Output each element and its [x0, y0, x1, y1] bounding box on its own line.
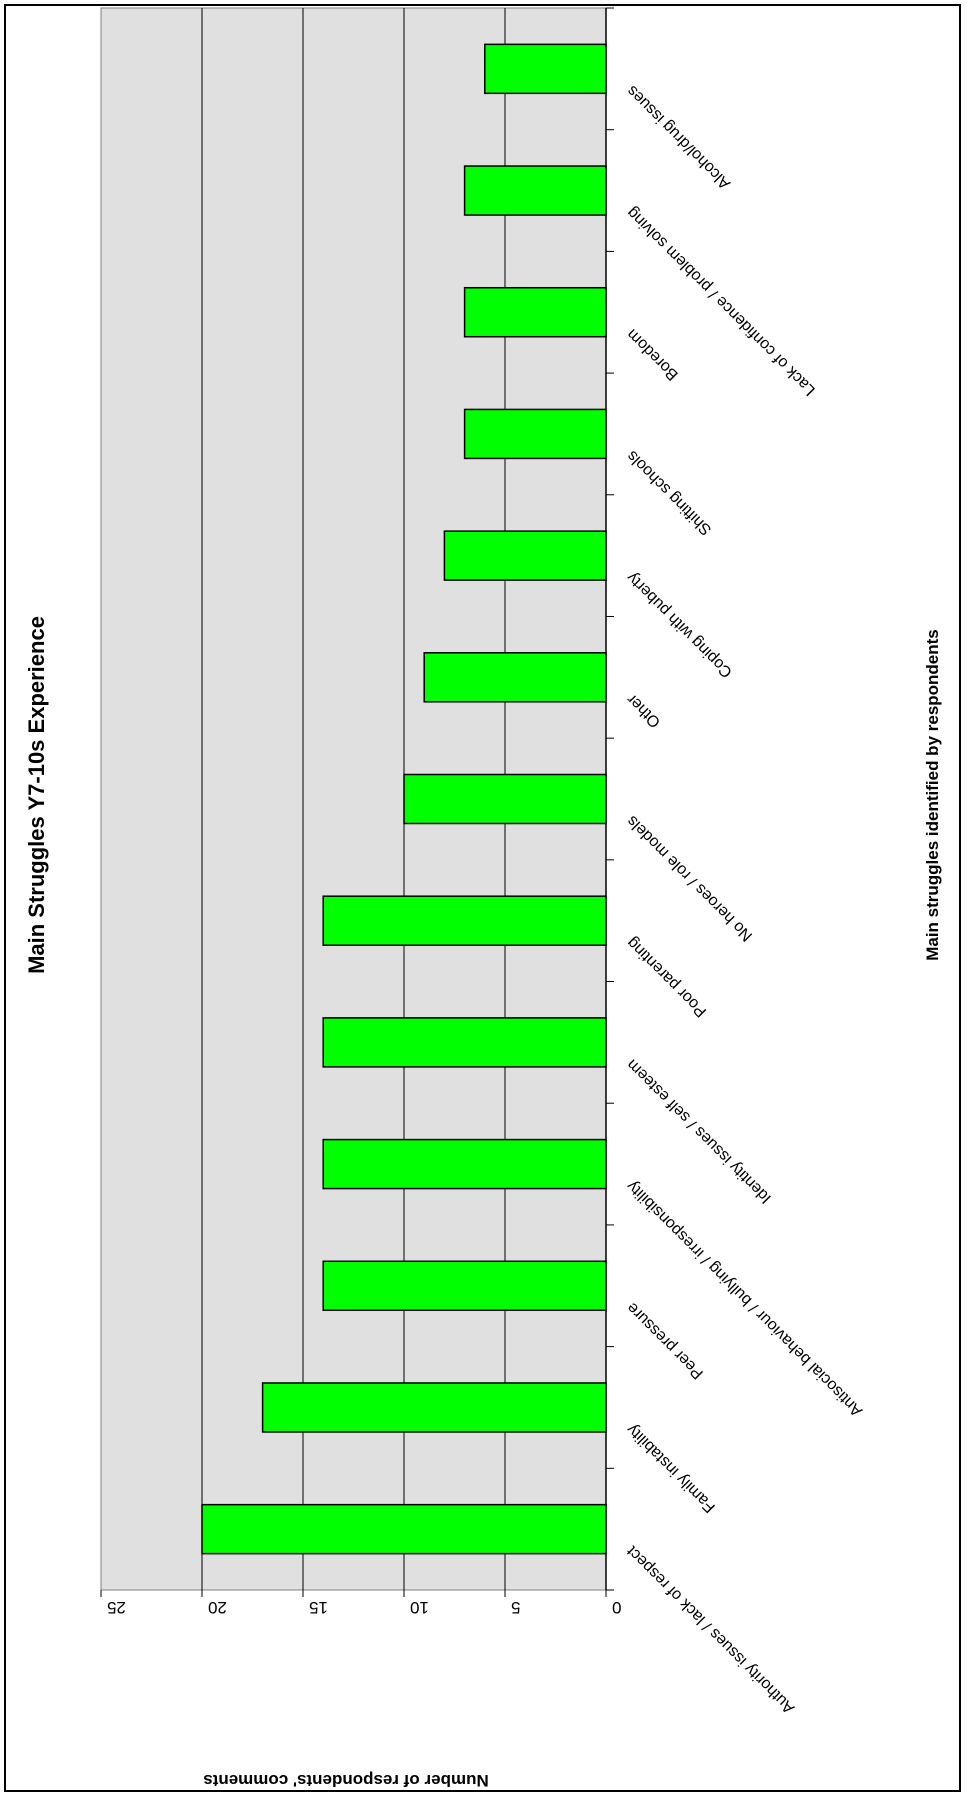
bar: [322, 1138, 607, 1190]
value-tick-label: 15: [309, 1598, 328, 1617]
category-axis-title: Main struggles identified by respondents: [923, 629, 942, 961]
value-tick-label: 20: [208, 1598, 227, 1617]
bar: [261, 1382, 607, 1433]
value-tick-label: 5: [511, 1598, 520, 1617]
category-label: Alcohol/drug issues: [624, 82, 734, 192]
category-label: Poor parenting: [624, 934, 710, 1020]
bar: [463, 408, 607, 460]
value-tick-label: 25: [107, 1598, 126, 1617]
category-label: Authority issues / lack of respect: [623, 1542, 798, 1717]
category-label: Identity issues / self esteem: [624, 1056, 775, 1207]
bars: [201, 43, 607, 1555]
bar: [443, 530, 607, 581]
category-labels: Authority issues / lack of respect Family…: [623, 82, 866, 1717]
category-label: Other: [623, 690, 664, 731]
value-tick-label: 10: [410, 1598, 429, 1617]
category-label: Peer pressure: [624, 1299, 707, 1382]
category-label: No heroes / role models: [624, 812, 756, 944]
category-label: Coping with puberty: [624, 569, 736, 681]
bar: [463, 286, 607, 338]
bar: [423, 652, 607, 703]
category-label: Family instability: [624, 1421, 719, 1516]
bar: [322, 1017, 607, 1068]
bar: [322, 895, 607, 946]
category-label: Lack of confidence / problem solving: [624, 204, 819, 399]
bar: [403, 773, 607, 825]
category-label: Shifting schools: [624, 447, 715, 538]
value-axis-ticks: 0 5 10 15 20 25: [100, 7, 621, 1617]
value-tick-label: 0: [612, 1598, 621, 1617]
category-label: Boredom: [624, 325, 682, 383]
bar: [484, 43, 607, 95]
category-label: Antisocial behaviour / bullying / irresp…: [624, 1177, 866, 1419]
chart-title: Main Struggles Y7-10s Experience: [24, 616, 49, 974]
bar: [463, 165, 607, 216]
bar: [201, 1503, 607, 1555]
value-axis-title: Number of respondents' comments: [203, 1771, 489, 1790]
bar: [322, 1260, 607, 1312]
